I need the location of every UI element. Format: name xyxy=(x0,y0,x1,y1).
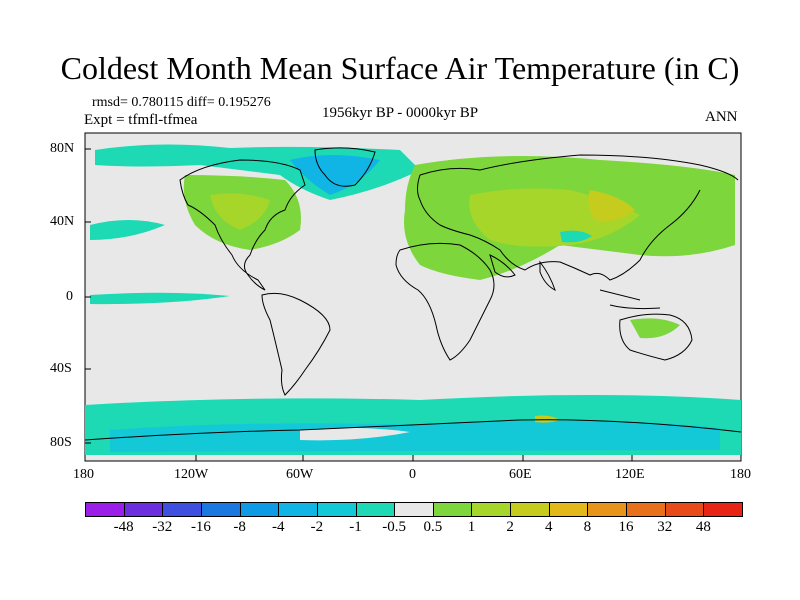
stats-text: rmsd= 0.780115 diff= 0.195276 xyxy=(92,95,271,110)
colorbar-swatch xyxy=(200,502,241,517)
experiment-label: Expt = tfmfl-tfmea xyxy=(84,112,198,128)
colorbar-swatch xyxy=(162,502,202,517)
warm-region-australia xyxy=(630,318,680,339)
cool-region-greenland xyxy=(290,155,380,195)
lat-label-0: 0 xyxy=(66,289,73,304)
colorbar-swatch xyxy=(587,502,628,517)
coast-south-america xyxy=(261,292,331,396)
colorbar-swatch xyxy=(510,502,550,517)
coast-indonesia xyxy=(599,289,661,310)
colorbar-swatch xyxy=(355,502,396,517)
cool-region-antarctica xyxy=(110,420,720,452)
colorbar xyxy=(85,502,743,517)
chart-title: Coldest Month Mean Surface Air Temperatu… xyxy=(60,50,740,86)
colorbar-label: -2 xyxy=(310,519,324,535)
coast-africa xyxy=(395,242,495,361)
lon-label-120e: 120E xyxy=(615,467,645,482)
season-label: ANN xyxy=(705,109,738,125)
colorbar-swatch xyxy=(548,502,589,517)
coast-north-america xyxy=(179,159,306,291)
colorbar-swatch xyxy=(664,502,705,517)
colorbar-label: 8 xyxy=(583,519,592,535)
lat-label-80s: 80S xyxy=(50,435,72,450)
coast-greenland xyxy=(314,147,376,187)
colorbar-label: -1 xyxy=(349,519,362,535)
colorbar-label: -48 xyxy=(113,519,134,535)
colorbar-label: 2 xyxy=(506,519,514,535)
colorbar-swatch xyxy=(278,502,318,517)
lon-label-60w: 60W xyxy=(286,467,314,482)
colorbar-label: 16 xyxy=(618,519,634,535)
colorbar-swatch xyxy=(85,502,125,517)
cool-region-tibet xyxy=(560,230,592,243)
coast-australia xyxy=(619,313,693,361)
colorbar-label: 4 xyxy=(545,519,553,535)
colorbar-label: 32 xyxy=(657,519,673,535)
colorbar-label: -32 xyxy=(152,519,173,535)
lat-label-40n: 40N xyxy=(50,214,75,229)
colorbar-label: -4 xyxy=(271,519,285,535)
axis-ticks xyxy=(85,148,633,461)
colorbar-label: -8 xyxy=(233,519,246,535)
colorbar-label: 48 xyxy=(695,519,711,535)
neutral-region-antarctic-gap xyxy=(300,427,410,441)
colorbar-swatch xyxy=(239,502,280,517)
colorbar-swatch xyxy=(432,502,473,517)
coast-arabia-india xyxy=(489,254,556,291)
colorbar-swatch xyxy=(123,502,164,517)
lon-label-120w: 120W xyxy=(174,467,209,482)
warm-region-na-core xyxy=(210,193,270,230)
coast-antarctica xyxy=(84,419,742,441)
colorbar-swatch xyxy=(626,502,666,517)
cool-region-pacific-band xyxy=(90,292,230,305)
colorbar-swatch xyxy=(394,502,434,517)
colorbar-label: -16 xyxy=(190,519,211,535)
warm-region-antarctic-patch xyxy=(535,415,560,423)
colorbar-label: -0.5 xyxy=(382,519,407,535)
cool-region-north-pacific xyxy=(90,220,165,240)
colorbar-swatch xyxy=(471,502,512,517)
period-label: 1956kyr BP - 0000kyr BP xyxy=(322,105,479,121)
lon-label-0: 0 xyxy=(409,467,416,482)
coastlines xyxy=(84,147,742,441)
colorbar-label: 0.5 xyxy=(423,519,443,535)
lon-label-60e: 60E xyxy=(509,467,532,482)
lon-label-180-west: 180 xyxy=(73,467,94,482)
lon-label-180-east: 180 xyxy=(730,467,751,482)
lat-label-40s: 40S xyxy=(50,361,72,376)
colorbar-swatch xyxy=(316,502,357,517)
warm-region-mongolia xyxy=(588,190,635,222)
colorbar-label: 1 xyxy=(467,519,476,535)
lat-label-80n: 80N xyxy=(50,141,75,156)
colorbar-swatch xyxy=(703,502,743,517)
